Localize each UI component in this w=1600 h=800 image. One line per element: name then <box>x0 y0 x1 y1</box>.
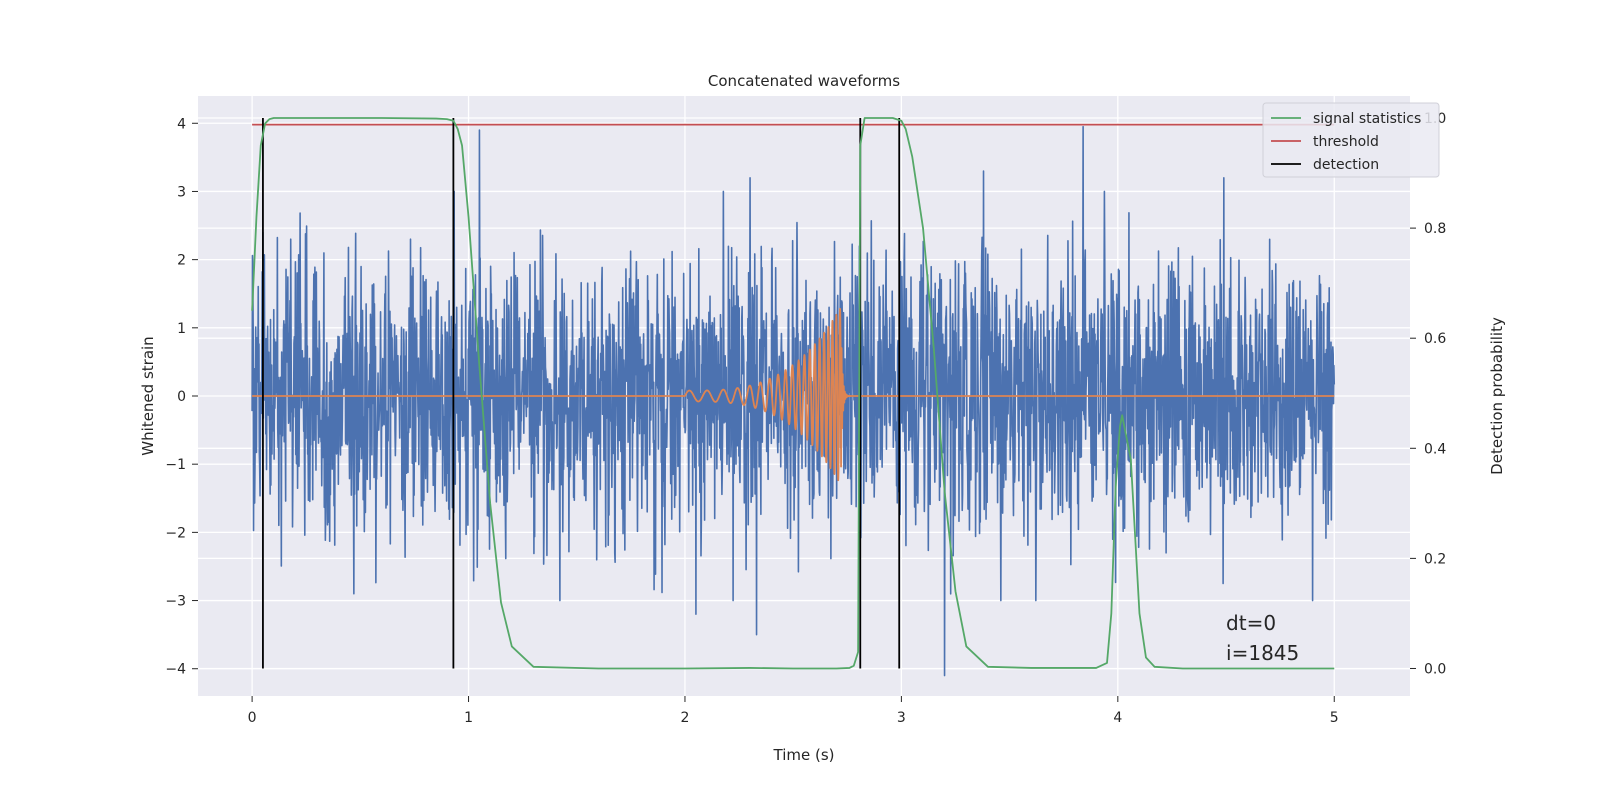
y-left-tick-label: 0 <box>177 389 186 405</box>
y-left-tick-label: −3 <box>165 594 186 610</box>
x-tick-label: 5 <box>1330 710 1339 726</box>
y-left-tick-label: 2 <box>177 253 186 269</box>
x-tick-label: 1 <box>464 710 473 726</box>
x-tick-label: 2 <box>681 710 690 726</box>
legend-threshold-label: threshold <box>1313 134 1379 150</box>
y-left-tick-label: 4 <box>177 116 186 132</box>
y-right-tick-label: 0.2 <box>1424 551 1446 567</box>
y-right-tick-label: 0.4 <box>1424 441 1446 457</box>
series-signal-statistics-line <box>251 117 1335 670</box>
y-right-tick-label: 0.0 <box>1424 661 1446 677</box>
legend: signal statistics threshold detection <box>1262 102 1440 178</box>
x-tick-label: 4 <box>1113 710 1122 726</box>
annotation-i: i=1845 <box>1226 641 1299 665</box>
y-axis-label-right: Detection probability <box>1488 317 1506 475</box>
y-left-tick-label: −2 <box>165 525 186 541</box>
chart-title: Concatenated waveforms <box>708 72 900 90</box>
series-injection-line <box>252 307 1335 482</box>
x-tick-label: 3 <box>897 710 906 726</box>
y-axis-label-left: Whitened strain <box>139 336 157 455</box>
y-right-tick-label: 0.6 <box>1424 331 1446 347</box>
y-left-tick-label: −1 <box>165 457 186 473</box>
annotation-dt: dt=0 <box>1226 611 1276 635</box>
y-left-tick-label: 1 <box>177 321 186 337</box>
series-layer <box>251 117 1336 677</box>
x-tick-label: 0 <box>248 710 257 726</box>
legend-detection-label: detection <box>1313 157 1379 173</box>
x-axis-label: Time (s) <box>773 746 835 764</box>
y-left-tick-label: 3 <box>177 184 186 200</box>
series-whitened-strain-line <box>251 125 1336 677</box>
legend-box <box>1262 102 1440 178</box>
y-left-tick-label: −4 <box>165 662 186 678</box>
y-right-tick-label: 0.8 <box>1424 221 1446 237</box>
legend-signal-statistics-label: signal statistics <box>1313 111 1421 127</box>
